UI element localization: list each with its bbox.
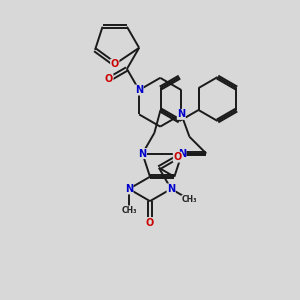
Text: N: N bbox=[125, 184, 133, 194]
Text: O: O bbox=[111, 59, 119, 69]
Text: CH₃: CH₃ bbox=[182, 195, 197, 204]
Text: N: N bbox=[178, 148, 186, 159]
Text: O: O bbox=[105, 74, 113, 84]
Text: N: N bbox=[138, 148, 146, 159]
Text: O: O bbox=[146, 218, 154, 227]
Text: N: N bbox=[167, 184, 175, 194]
Text: O: O bbox=[173, 152, 181, 162]
Text: CH₃: CH₃ bbox=[121, 206, 136, 215]
Text: N: N bbox=[135, 85, 143, 95]
Text: N: N bbox=[177, 110, 185, 119]
